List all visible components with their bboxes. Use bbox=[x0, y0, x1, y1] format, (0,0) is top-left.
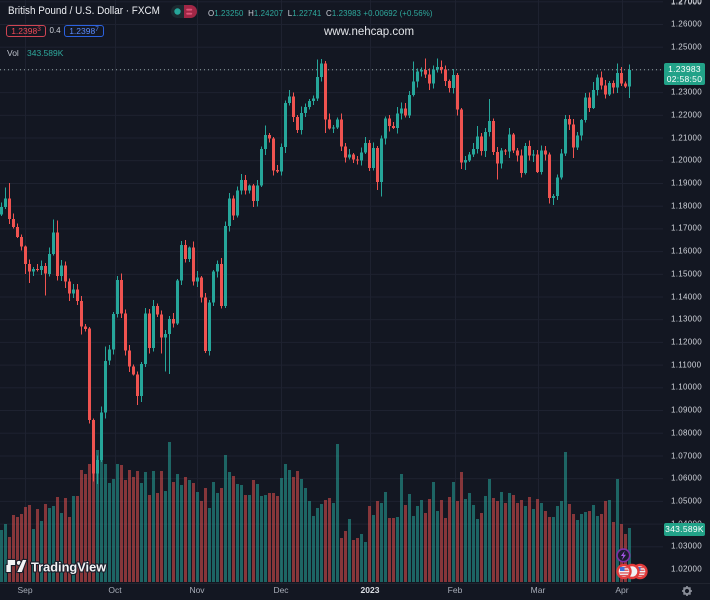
svg-text:TradingView: TradingView bbox=[31, 560, 106, 575]
